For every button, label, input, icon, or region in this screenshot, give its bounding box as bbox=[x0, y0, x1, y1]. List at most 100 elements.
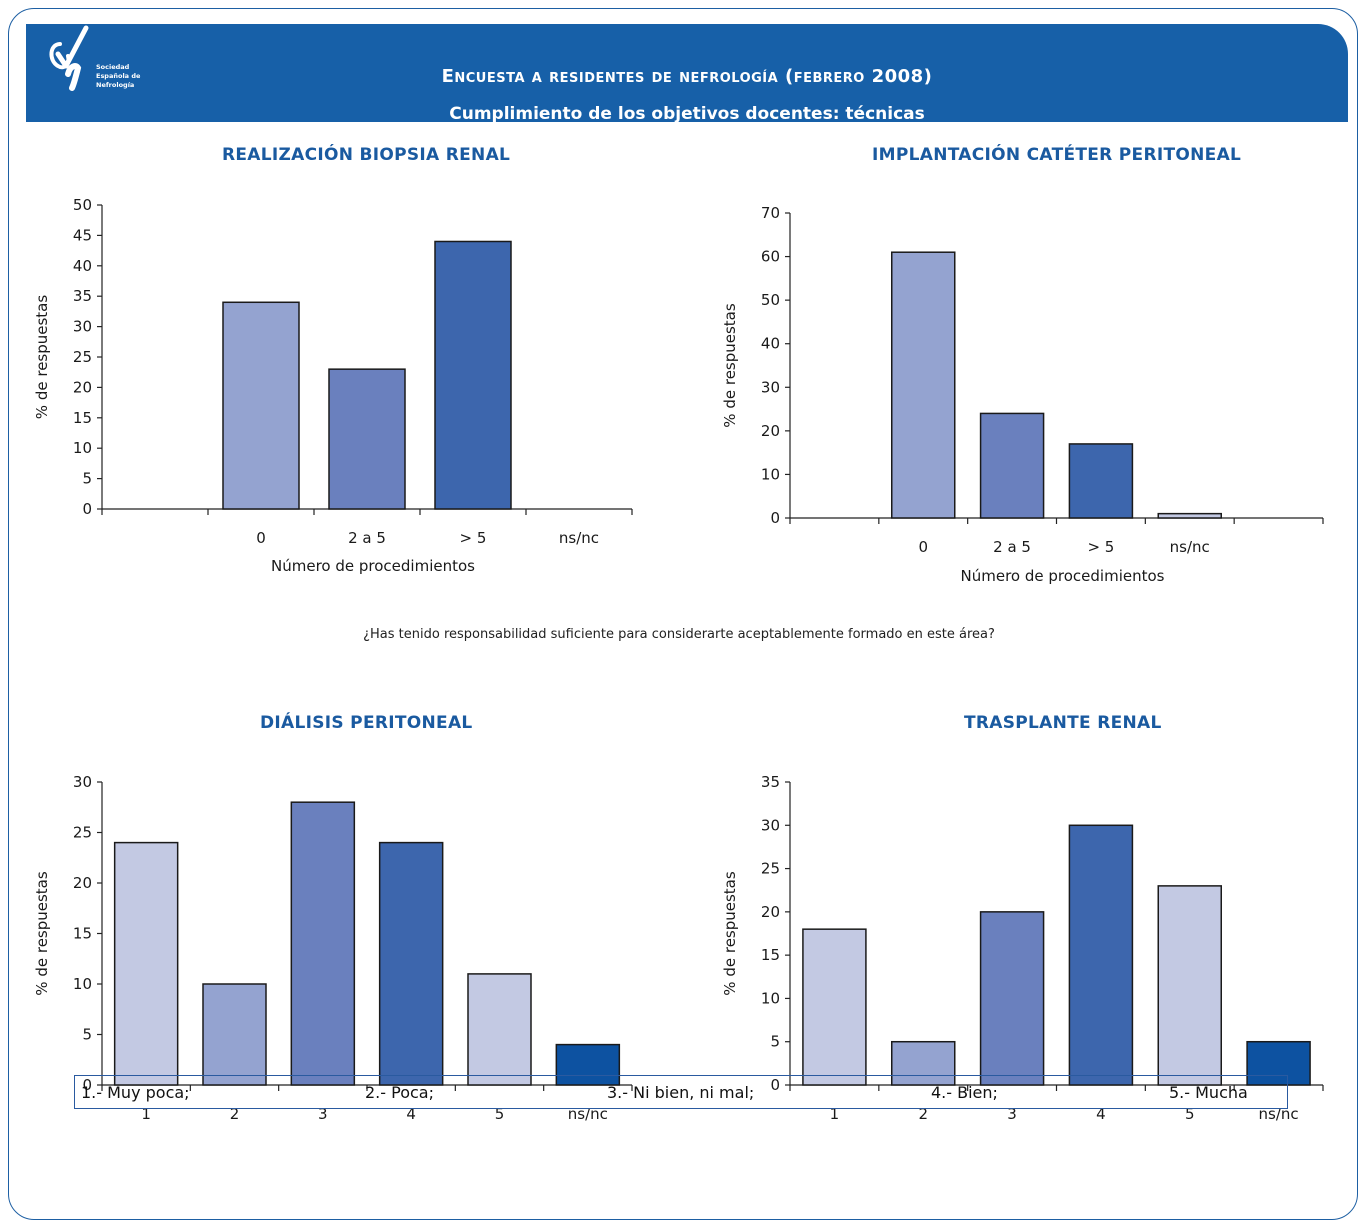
chart-trasplante-renal: 0 5 10 15 20 25 30 35 1 2 3 4 5 ns/nc % de respuestas bbox=[721, 773, 1324, 1123]
bar bbox=[1246, 1040, 1311, 1086]
chart-biopsia-renal: 0 5 10 15 20 25 30 35 40 45 50 0 2 a 5 > 5 ns/nc % de r… bbox=[33, 196, 633, 575]
x-tick-label: 2 bbox=[230, 1105, 240, 1123]
sen-logo: Sociedad Española de Nefrología bbox=[26, 14, 166, 94]
y-tick-label: 25 bbox=[761, 860, 780, 878]
x-tick-label: 5 bbox=[1185, 1105, 1195, 1123]
bar bbox=[378, 841, 444, 1086]
bar bbox=[891, 1040, 956, 1086]
legend-item-1: 1.- Muy poca; bbox=[81, 1083, 190, 1102]
y-tick-label: 45 bbox=[73, 226, 92, 244]
x-tick-label: 1 bbox=[830, 1105, 840, 1123]
x-tick-label: ns/nc bbox=[1259, 1105, 1299, 1123]
y-tick-label: 35 bbox=[761, 773, 780, 791]
x-tick-label: 5 bbox=[495, 1105, 505, 1123]
y-tick-label: 25 bbox=[73, 824, 92, 842]
chart-title-biopsia: REALIZACIÓN BIOPSIA RENAL bbox=[222, 145, 511, 165]
x-tick-label: ns/nc bbox=[559, 529, 599, 547]
bar bbox=[113, 841, 179, 1086]
chart-title-trasplante: TRASPLANTE RENAL bbox=[964, 713, 1162, 733]
y-tick-label: 30 bbox=[761, 378, 780, 396]
chart-cateter-peritoneal: 0 10 20 30 40 50 60 70 0 2 a 5 > 5 ns/nc % de respue… bbox=[721, 204, 1324, 585]
x-tick-label: 1 bbox=[141, 1105, 151, 1123]
bar bbox=[1068, 824, 1134, 1086]
bar bbox=[290, 801, 356, 1086]
x-tick-label: 3 bbox=[318, 1105, 328, 1123]
bar bbox=[328, 368, 406, 510]
y-axis-label: % de respuestas bbox=[33, 295, 51, 420]
logo-text-line-3: Nefrología bbox=[96, 81, 135, 89]
x-tick-label: ns/nc bbox=[568, 1105, 608, 1123]
bar bbox=[891, 251, 956, 519]
y-tick-label: 5 bbox=[770, 1033, 780, 1051]
bar bbox=[202, 983, 267, 1086]
survey-question: ¿Has tenido responsabilidad suficiente p… bbox=[363, 627, 995, 642]
y-axis-label: % de respuestas bbox=[33, 871, 51, 996]
y-tick-label: 70 bbox=[761, 204, 780, 222]
y-tick-label: 30 bbox=[761, 816, 780, 834]
y-axis-label: % de respuestas bbox=[721, 303, 739, 428]
y-tick-label: 5 bbox=[82, 470, 92, 488]
y-tick-label: 20 bbox=[761, 903, 780, 921]
y-tick-label: 50 bbox=[761, 291, 780, 309]
y-tick-label: 5 bbox=[82, 1026, 92, 1044]
bar bbox=[434, 240, 512, 510]
bar bbox=[222, 301, 300, 510]
x-tick-label: 2 a 5 bbox=[993, 538, 1031, 556]
legend-box: 1.- Muy poca; 2.- Poca; 3.- Ni bien, ni … bbox=[74, 1075, 1288, 1109]
y-tick-label: 20 bbox=[73, 378, 92, 396]
y-tick-label: 0 bbox=[82, 500, 92, 518]
x-tick-label: 4 bbox=[406, 1105, 416, 1123]
y-tick-label: 35 bbox=[73, 287, 92, 305]
y-tick-label: 10 bbox=[761, 465, 780, 483]
y-tick-label: 15 bbox=[73, 925, 92, 943]
header-subtitle: Cumplimiento de los objetivos docentes: … bbox=[449, 104, 925, 124]
header-banner: Encuesta a residentes de nefrología (feb… bbox=[26, 24, 1348, 124]
y-tick-label: 40 bbox=[73, 257, 92, 275]
legend-item-2: 2.- Poca; bbox=[365, 1083, 434, 1102]
bar bbox=[1068, 443, 1134, 519]
y-tick-label: 30 bbox=[73, 318, 92, 336]
y-tick-label: 0 bbox=[770, 1076, 780, 1094]
y-tick-label: 0 bbox=[770, 509, 780, 527]
logo-text-line-1: Sociedad bbox=[96, 63, 130, 71]
x-tick-label: 2 bbox=[918, 1105, 928, 1123]
bar bbox=[979, 911, 1045, 1086]
bar bbox=[555, 1043, 621, 1086]
bar bbox=[1157, 512, 1222, 519]
y-tick-label: 40 bbox=[761, 335, 780, 353]
y-tick-label: 10 bbox=[73, 975, 92, 993]
logo-mark-icon bbox=[49, 25, 89, 91]
x-axis-label: Número de procedimientos bbox=[961, 567, 1165, 585]
y-tick-label: 60 bbox=[761, 248, 780, 266]
y-axis-label: % de respuestas bbox=[721, 871, 739, 996]
bar bbox=[1157, 885, 1222, 1086]
x-tick-label: > 5 bbox=[460, 529, 487, 547]
y-tick-label: 25 bbox=[73, 348, 92, 366]
bar bbox=[467, 973, 532, 1086]
y-tick-label: 50 bbox=[73, 196, 92, 214]
x-tick-label: ns/nc bbox=[1170, 538, 1210, 556]
y-tick-label: 30 bbox=[73, 773, 92, 791]
chart-dialisis-peritoneal: 0 5 10 15 20 25 30 1 2 3 4 5 ns/nc % de respuestas bbox=[33, 773, 633, 1123]
y-tick-label: 20 bbox=[761, 422, 780, 440]
bar bbox=[979, 412, 1045, 519]
legend-item-5: 5.- Mucha bbox=[1169, 1083, 1248, 1102]
y-tick-label: 15 bbox=[73, 409, 92, 427]
y-tick-label: 20 bbox=[73, 874, 92, 892]
y-tick-label: 0 bbox=[82, 1076, 92, 1094]
x-tick-label: 4 bbox=[1096, 1105, 1106, 1123]
legend-item-3: 3.- Ni bien, ni mal; bbox=[607, 1083, 755, 1102]
x-tick-label: > 5 bbox=[1087, 538, 1114, 556]
legend-item-4: 4.- Bien; bbox=[931, 1083, 998, 1102]
logo-text-line-2: Española de bbox=[96, 72, 141, 80]
x-axis-label: Número de procedimientos bbox=[271, 557, 475, 575]
bar bbox=[802, 928, 867, 1086]
x-tick-label: 0 bbox=[256, 529, 266, 547]
header-title: Encuesta a residentes de nefrología (feb… bbox=[441, 66, 933, 87]
y-tick-label: 15 bbox=[761, 946, 780, 964]
y-tick-label: 10 bbox=[73, 439, 92, 457]
x-tick-label: 3 bbox=[1007, 1105, 1017, 1123]
chart-title-dialisis: DIÁLISIS PERITONEAL bbox=[260, 713, 473, 733]
x-tick-label: 2 a 5 bbox=[348, 529, 386, 547]
chart-title-cateter: IMPLANTACIÓN CATÉTER PERITONEAL bbox=[872, 145, 1242, 165]
